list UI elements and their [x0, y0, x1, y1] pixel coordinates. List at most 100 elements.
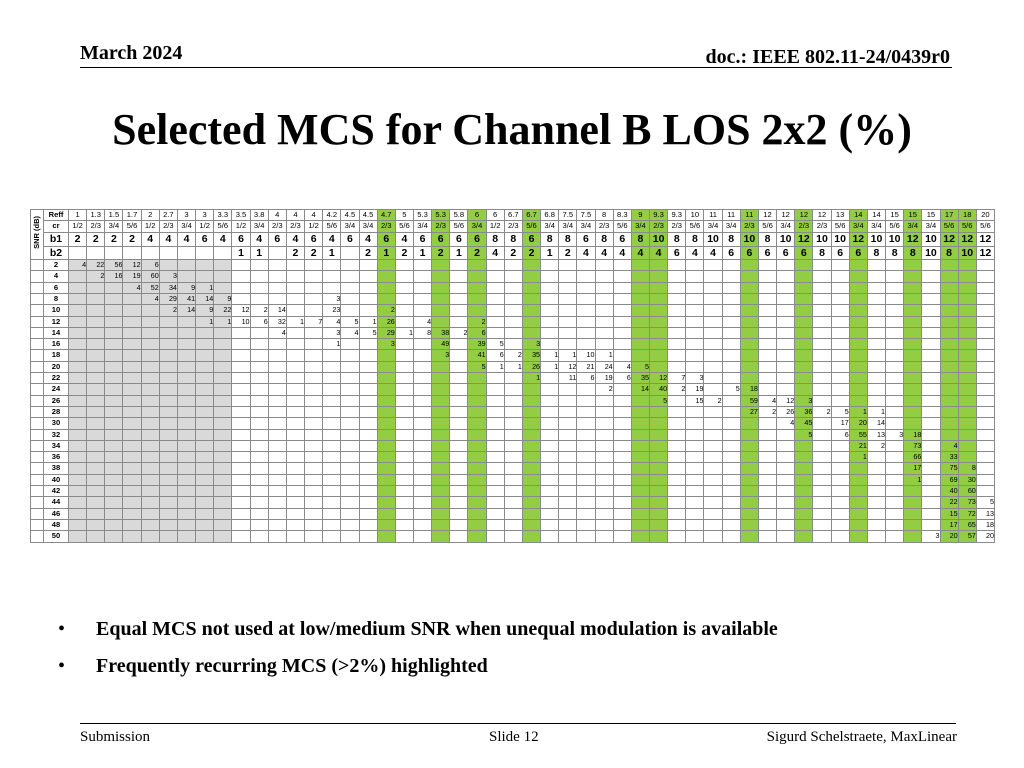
- data-cell: 2: [86, 270, 106, 283]
- data-cell: [449, 530, 469, 543]
- header-cell-reff: 4.7: [376, 208, 396, 222]
- data-cell: [703, 428, 723, 441]
- data-cell: [249, 394, 269, 407]
- data-cell: [412, 372, 433, 385]
- data-cell: [594, 530, 614, 543]
- data-cell: [558, 473, 578, 487]
- data-cell: [975, 372, 995, 385]
- data-cell: [304, 405, 324, 419]
- data-cell: [721, 281, 741, 294]
- data-cell: [685, 462, 705, 475]
- data-cell: [703, 270, 723, 283]
- data-cell: [467, 462, 487, 475]
- data-cell: [158, 360, 178, 374]
- data-cell: [757, 473, 778, 487]
- header-cell-b2: 4: [648, 245, 669, 261]
- data-cell: 9: [213, 292, 233, 306]
- data-cell: [776, 270, 796, 283]
- data-cell: [231, 439, 251, 453]
- data-cell: [158, 349, 178, 362]
- data-cell: [903, 259, 923, 272]
- data-cell: [86, 530, 106, 543]
- data-cell: [485, 326, 505, 340]
- data-cell: [812, 304, 832, 317]
- data-cell: [685, 292, 705, 306]
- data-cell: [322, 507, 342, 520]
- data-cell: [812, 326, 832, 340]
- data-cell: [485, 383, 505, 396]
- data-cell: [667, 496, 687, 509]
- data-cell: [104, 360, 124, 374]
- header-cell-b2: 8: [885, 245, 905, 261]
- data-cell: [558, 417, 578, 430]
- data-cell: [975, 326, 995, 340]
- data-cell: [503, 259, 523, 272]
- header-cell-b1: 12: [939, 231, 959, 247]
- data-cell: [304, 530, 324, 543]
- data-cell: [340, 451, 360, 464]
- data-cell: 2: [757, 405, 778, 419]
- header-cell-b2: 1: [540, 245, 560, 261]
- data-cell: [176, 372, 197, 385]
- data-cell: [140, 473, 160, 487]
- data-cell: [558, 394, 578, 407]
- data-cell: [794, 485, 814, 498]
- data-cell: [721, 338, 741, 351]
- blank-cell: [30, 518, 44, 532]
- data-cell: [449, 428, 469, 441]
- data-cell: [449, 451, 469, 464]
- data-cell: [340, 394, 360, 407]
- snr-value: 30: [43, 417, 69, 430]
- data-cell: 3: [921, 530, 941, 543]
- data-cell: [921, 417, 941, 430]
- blank-cell: [30, 259, 44, 272]
- data-cell: [866, 485, 887, 498]
- data-cell: [830, 326, 850, 340]
- table-row: 12 1 1 10 6 32 1 7 4 5 1 26 4 2: [30, 315, 995, 328]
- data-cell: [848, 315, 868, 328]
- header-cell-b1: 8: [721, 231, 741, 247]
- data-cell: [213, 338, 233, 351]
- blank-cell: [30, 326, 44, 340]
- data-cell: 19: [685, 383, 705, 396]
- header-cell-reff: 1.3: [86, 208, 106, 222]
- data-cell: 17: [939, 518, 959, 532]
- data-cell: [885, 439, 905, 453]
- data-cell: [757, 518, 778, 532]
- data-cell: [776, 496, 796, 509]
- data-cell: [122, 372, 142, 385]
- data-cell: 39: [467, 338, 487, 351]
- data-cell: [249, 259, 269, 272]
- data-cell: 60: [140, 270, 160, 283]
- data-cell: 57: [957, 530, 977, 543]
- data-cell: [249, 292, 269, 306]
- header-cell-b1: 4: [322, 231, 342, 247]
- header-cell-cr: 3/4: [776, 220, 796, 233]
- data-cell: [249, 338, 269, 351]
- data-cell: [630, 326, 651, 340]
- header-cell-reff: 15: [885, 208, 905, 222]
- data-cell: [648, 326, 669, 340]
- data-cell: [685, 405, 705, 419]
- data-cell: [830, 485, 850, 498]
- header-cell-reff: 3.5: [231, 208, 251, 222]
- data-cell: [757, 259, 778, 272]
- data-cell: 5: [830, 405, 850, 419]
- data-cell: [957, 304, 977, 317]
- data-cell: [667, 292, 687, 306]
- header-divider: [80, 67, 952, 68]
- data-cell: [104, 315, 124, 328]
- data-cell: [122, 315, 142, 328]
- data-cell: [195, 496, 215, 509]
- data-cell: [558, 530, 578, 543]
- snr-value: 42: [43, 485, 69, 498]
- header-cell-cr: 3/4: [249, 220, 269, 233]
- header-cell-reff: 5: [394, 208, 414, 222]
- data-cell: [975, 360, 995, 374]
- data-cell: [449, 405, 469, 419]
- data-cell: [812, 530, 832, 543]
- data-cell: [830, 473, 850, 487]
- data-cell: [885, 360, 905, 374]
- data-cell: [903, 349, 923, 362]
- data-cell: 4: [340, 326, 360, 340]
